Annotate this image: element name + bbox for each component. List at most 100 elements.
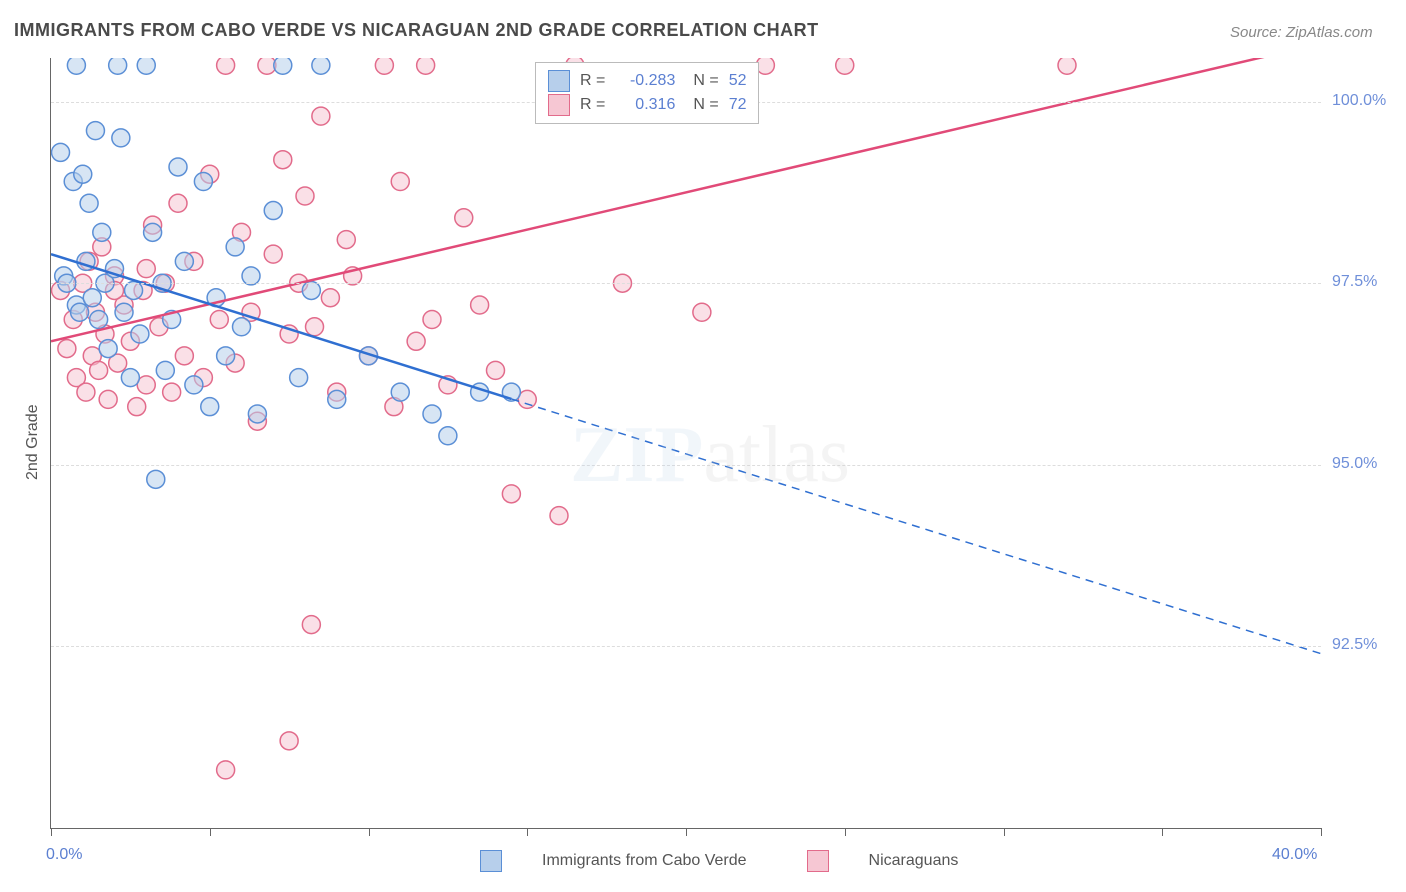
gridline-h	[51, 283, 1321, 284]
scatter-point-pink	[137, 260, 155, 278]
scatter-point-blue	[185, 376, 203, 394]
scatter-point-pink	[99, 390, 117, 408]
n-value-blue: 52	[729, 72, 747, 90]
xtick	[1321, 828, 1322, 836]
scatter-point-blue	[156, 361, 174, 379]
regression-line-blue-solid	[51, 254, 511, 399]
scatter-point-pink	[471, 296, 489, 314]
scatter-point-pink	[77, 383, 95, 401]
scatter-point-blue	[248, 405, 266, 423]
scatter-point-pink	[487, 361, 505, 379]
scatter-point-blue	[121, 369, 139, 387]
n-value-pink: 72	[729, 96, 747, 114]
series-legend: Immigrants from Cabo Verde Nicaraguans	[480, 850, 958, 872]
scatter-point-blue	[217, 347, 235, 365]
xtick	[51, 828, 52, 836]
scatter-point-pink	[836, 58, 854, 74]
scatter-point-blue	[233, 318, 251, 336]
scatter-point-blue	[67, 58, 85, 74]
scatter-point-pink	[90, 361, 108, 379]
ytick-label: 100.0%	[1332, 92, 1386, 110]
chart-title: IMMIGRANTS FROM CABO VERDE VS NICARAGUAN…	[14, 20, 819, 41]
scatter-point-pink	[306, 318, 324, 336]
scatter-point-blue	[93, 223, 111, 241]
regression-line-blue-dashed	[511, 399, 1321, 654]
r-label: R =	[580, 96, 605, 114]
scatter-point-blue	[52, 143, 70, 161]
scatter-point-pink	[175, 347, 193, 365]
swatch-pink	[548, 94, 570, 116]
scatter-point-blue	[194, 172, 212, 190]
scatter-point-pink	[391, 172, 409, 190]
xtick-label: 0.0%	[46, 846, 82, 864]
scatter-point-pink	[375, 58, 393, 74]
r-label: R =	[580, 72, 605, 90]
scatter-point-blue	[312, 58, 330, 74]
scatter-point-blue	[201, 398, 219, 416]
xtick	[686, 828, 687, 836]
scatter-point-pink	[312, 107, 330, 125]
y-axis-label-text: 2nd Grade	[24, 404, 41, 480]
xtick	[1162, 828, 1163, 836]
scatter-point-blue	[131, 325, 149, 343]
scatter-point-blue	[109, 58, 127, 74]
scatter-point-pink	[417, 58, 435, 74]
scatter-point-blue	[423, 405, 441, 423]
scatter-point-blue	[99, 340, 117, 358]
xtick	[1004, 828, 1005, 836]
scatter-point-blue	[90, 311, 108, 329]
scatter-point-pink	[302, 616, 320, 634]
plot-svg	[51, 58, 1321, 828]
scatter-point-pink	[423, 311, 441, 329]
r-value-blue: -0.283	[615, 72, 675, 90]
scatter-point-blue	[74, 165, 92, 183]
scatter-point-blue	[83, 289, 101, 307]
gridline-h	[51, 465, 1321, 466]
gridline-h	[51, 646, 1321, 647]
swatch-blue	[548, 70, 570, 92]
plot-area	[50, 58, 1321, 829]
scatter-point-pink	[1058, 58, 1076, 74]
scatter-point-blue	[71, 303, 89, 321]
legend-label-pink: Nicaraguans	[869, 852, 959, 870]
ytick-label: 95.0%	[1332, 455, 1377, 473]
y-axis-label: 2nd Grade	[24, 404, 42, 480]
scatter-point-blue	[328, 390, 346, 408]
n-label: N =	[693, 72, 718, 90]
correlation-legend: R = -0.283 N = 52 R = 0.316 N = 72	[535, 62, 759, 124]
xtick	[845, 828, 846, 836]
scatter-point-blue	[274, 58, 292, 74]
xtick	[369, 828, 370, 836]
scatter-point-pink	[337, 231, 355, 249]
scatter-point-blue	[144, 223, 162, 241]
scatter-point-pink	[455, 209, 473, 227]
source-value: ZipAtlas.com	[1286, 24, 1373, 41]
scatter-point-pink	[217, 761, 235, 779]
scatter-point-pink	[58, 340, 76, 358]
correlation-row-pink: R = 0.316 N = 72	[548, 93, 746, 117]
xtick	[210, 828, 211, 836]
legend-label-blue: Immigrants from Cabo Verde	[542, 852, 747, 870]
xtick	[527, 828, 528, 836]
n-label: N =	[693, 96, 718, 114]
scatter-point-pink	[169, 194, 187, 212]
scatter-point-blue	[86, 122, 104, 140]
correlation-row-blue: R = -0.283 N = 52	[548, 69, 746, 93]
ytick-label: 97.5%	[1332, 273, 1377, 291]
legend-swatch-blue	[480, 850, 502, 872]
scatter-point-pink	[321, 289, 339, 307]
scatter-point-blue	[80, 194, 98, 212]
scatter-point-pink	[550, 507, 568, 525]
scatter-point-pink	[163, 383, 181, 401]
ytick-label: 92.5%	[1332, 636, 1377, 654]
source-label: Source:	[1230, 24, 1282, 41]
scatter-point-pink	[274, 151, 292, 169]
scatter-point-blue	[137, 58, 155, 74]
scatter-point-pink	[264, 245, 282, 263]
scatter-point-blue	[112, 129, 130, 147]
scatter-point-blue	[264, 202, 282, 220]
scatter-point-pink	[280, 732, 298, 750]
scatter-point-pink	[693, 303, 711, 321]
chart-title-text: IMMIGRANTS FROM CABO VERDE VS NICARAGUAN…	[14, 20, 819, 40]
r-value-pink: 0.316	[615, 96, 675, 114]
